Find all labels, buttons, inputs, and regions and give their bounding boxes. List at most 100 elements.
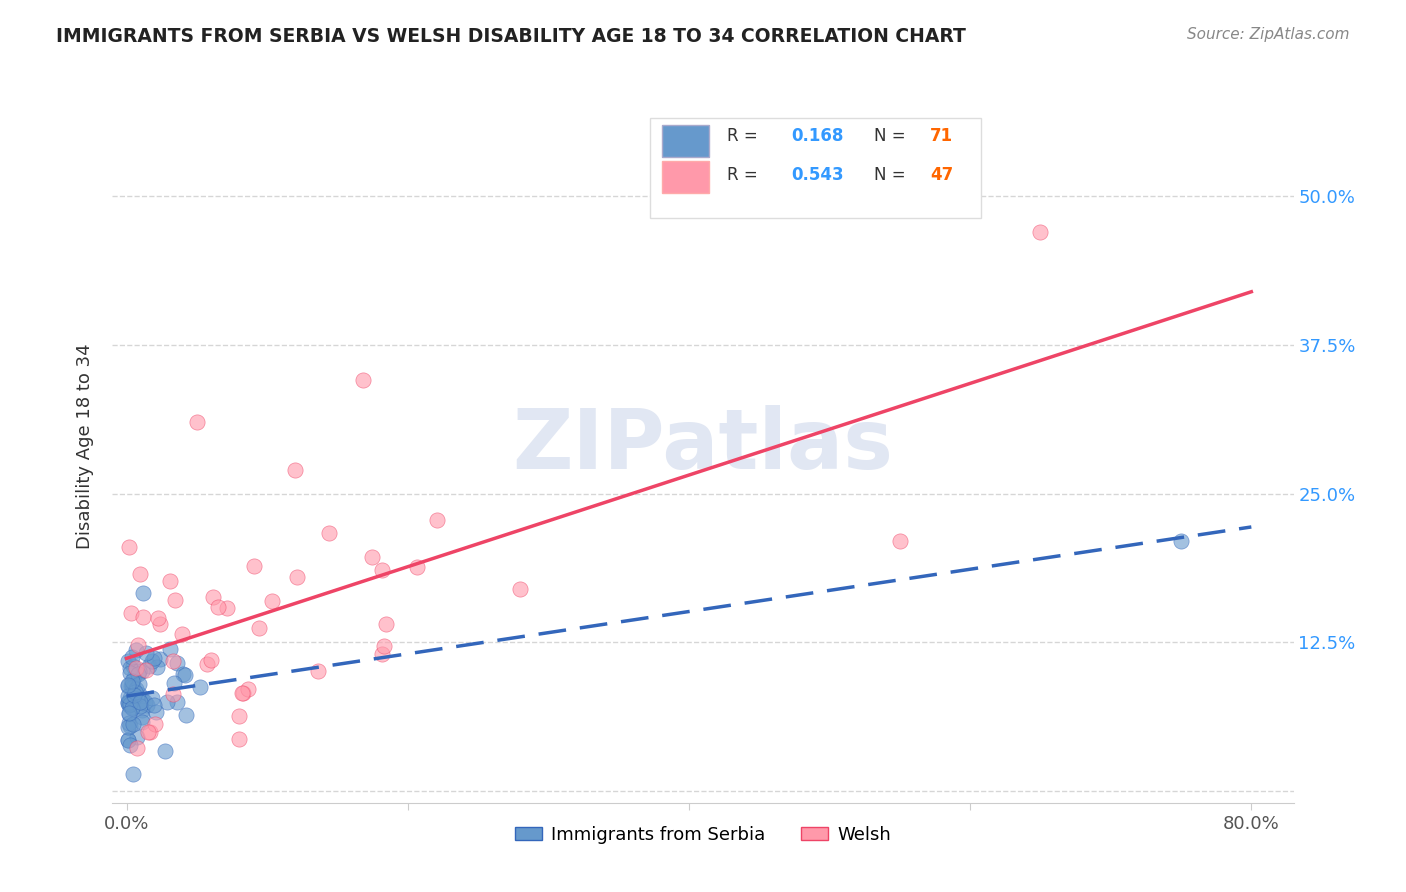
Immigrants from Serbia [118,706,141,720]
Immigrants from Serbia [172,666,194,681]
Text: IMMIGRANTS FROM SERBIA VS WELSH DISABILITY AGE 18 TO 34 CORRELATION CHART: IMMIGRANTS FROM SERBIA VS WELSH DISABILI… [56,27,966,45]
Immigrants from Serbia [121,767,143,781]
Immigrants from Serbia [125,682,148,697]
Welsh [373,639,395,653]
Immigrants from Serbia [118,697,141,711]
Welsh [352,373,374,387]
Immigrants from Serbia [134,695,156,709]
Text: ZIPatlas: ZIPatlas [513,406,893,486]
Immigrants from Serbia [138,659,160,673]
Welsh [217,600,239,615]
Immigrants from Serbia [131,586,153,600]
Immigrants from Serbia [124,684,146,698]
Welsh [228,732,250,747]
Immigrants from Serbia [141,655,163,669]
Immigrants from Serbia [131,665,153,679]
Welsh [135,664,157,678]
Immigrants from Serbia [135,646,157,660]
Immigrants from Serbia [121,659,143,673]
Immigrants from Serbia [131,714,153,729]
Text: 47: 47 [929,166,953,184]
Legend: Immigrants from Serbia, Welsh: Immigrants from Serbia, Welsh [508,819,898,851]
Welsh [247,621,270,635]
Welsh [371,647,394,661]
Y-axis label: Disability Age 18 to 34: Disability Age 18 to 34 [76,343,94,549]
Welsh [195,657,218,671]
Text: N =: N = [875,166,911,184]
Welsh [371,563,394,577]
Welsh [125,661,148,675]
Text: 71: 71 [929,127,953,145]
Welsh [200,653,222,667]
Immigrants from Serbia [117,689,139,703]
Bar [662,125,709,157]
Welsh [375,616,398,631]
Welsh [162,687,184,701]
Immigrants from Serbia [149,652,172,666]
Welsh [406,560,429,574]
Welsh [149,616,172,631]
Welsh [127,741,149,756]
Immigrants from Serbia [118,666,141,681]
Welsh [318,526,340,541]
Immigrants from Serbia [117,653,139,667]
Welsh [162,654,184,668]
Immigrants from Serbia [117,721,139,735]
Immigrants from Serbia [120,661,142,675]
Immigrants from Serbia [121,699,143,714]
Immigrants from Serbia [118,698,141,712]
Welsh [132,610,155,624]
Immigrants from Serbia [120,738,142,752]
Welsh [207,600,229,615]
Immigrants from Serbia [131,703,153,717]
Text: R =: R = [727,127,762,145]
Immigrants from Serbia [118,715,141,730]
Immigrants from Serbia [131,692,153,706]
Welsh [136,725,159,739]
Welsh [236,681,259,696]
Immigrants from Serbia [127,667,149,681]
Immigrants from Serbia [163,676,186,690]
Welsh [232,686,254,700]
Immigrants from Serbia [188,680,211,694]
Immigrants from Serbia [121,681,143,695]
Immigrants from Serbia [124,670,146,684]
Immigrants from Serbia [122,690,145,704]
FancyBboxPatch shape [650,118,980,218]
Welsh [307,665,329,679]
Immigrants from Serbia [128,698,150,713]
Immigrants from Serbia [118,690,141,705]
Immigrants from Serbia [117,679,139,693]
Welsh [228,709,250,723]
Welsh [170,627,193,641]
Immigrants from Serbia [166,695,188,709]
Immigrants from Serbia [122,717,145,731]
Welsh [262,594,284,608]
Welsh [201,590,224,604]
Welsh [139,724,162,739]
Text: R =: R = [727,166,762,184]
Welsh [243,558,266,573]
Welsh [889,534,911,549]
Immigrants from Serbia [145,705,167,719]
Immigrants from Serbia [125,643,148,657]
Welsh [285,570,308,584]
Welsh [120,606,142,620]
Immigrants from Serbia [131,710,153,724]
Welsh [426,513,449,527]
Welsh [284,463,307,477]
Immigrants from Serbia [121,673,143,688]
Text: 0.543: 0.543 [792,166,844,184]
Welsh [127,638,149,652]
Welsh [186,415,208,429]
Immigrants from Serbia [174,708,197,723]
Immigrants from Serbia [117,696,139,710]
Immigrants from Serbia [117,678,139,692]
Immigrants from Serbia [121,650,143,665]
Welsh [1029,225,1052,239]
Immigrants from Serbia [121,701,143,715]
Immigrants from Serbia [143,650,166,665]
Text: Source: ZipAtlas.com: Source: ZipAtlas.com [1187,27,1350,42]
Immigrants from Serbia [118,694,141,708]
Immigrants from Serbia [128,687,150,701]
